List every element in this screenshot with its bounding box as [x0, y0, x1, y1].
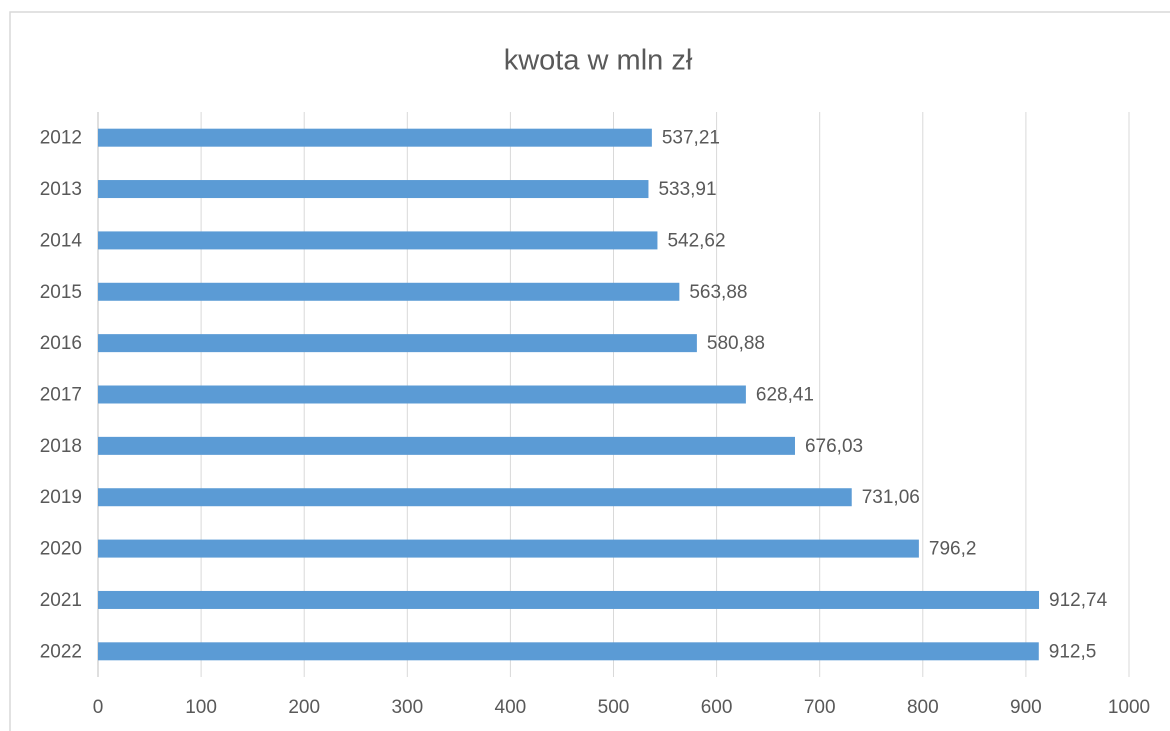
y-tick-label: 2022: [40, 641, 82, 662]
data-label: 676,03: [805, 436, 863, 457]
bar: [98, 642, 1039, 661]
x-tick-label: 300: [391, 697, 423, 718]
data-label: 912,5: [1049, 641, 1097, 662]
x-tick-label: 400: [495, 697, 527, 718]
y-tick-label: 2014: [40, 230, 83, 251]
y-tick-label: 2012: [40, 128, 82, 149]
bar: [98, 231, 658, 250]
y-tick-label: 2018: [40, 436, 82, 457]
x-tick-label: 700: [804, 697, 836, 718]
x-tick-label: 1000: [1108, 697, 1150, 718]
y-tick-label: 2019: [40, 487, 82, 508]
bar: [98, 539, 919, 558]
data-label: 731,06: [862, 487, 920, 508]
y-tick-label: 2015: [40, 282, 82, 303]
bar: [98, 488, 852, 507]
chart-frame: [9, 11, 1170, 731]
data-label: 533,91: [658, 179, 716, 200]
x-tick-label: 900: [1010, 697, 1042, 718]
bar: [98, 436, 795, 455]
data-label: 912,74: [1049, 590, 1108, 611]
data-label: 542,62: [667, 230, 725, 251]
y-tick-label: 2020: [40, 539, 82, 560]
y-tick-label: 2013: [40, 179, 82, 200]
bar: [98, 334, 697, 353]
x-tick-label: 800: [907, 697, 939, 718]
x-tick-label: 600: [701, 697, 733, 718]
x-tick-label: 500: [598, 697, 630, 718]
data-label: 580,88: [707, 333, 765, 354]
bar: [98, 590, 1040, 609]
data-label: 796,2: [929, 539, 977, 560]
x-tick-label: 0: [93, 697, 104, 718]
data-label: 537,21: [662, 128, 720, 149]
data-label: 628,41: [756, 385, 814, 406]
y-tick-label: 2016: [40, 333, 82, 354]
bar: [98, 128, 652, 147]
y-tick-label: 2021: [40, 590, 82, 611]
bar: [98, 180, 649, 199]
bar: [98, 282, 680, 301]
bar: [98, 385, 746, 404]
data-label: 563,88: [689, 282, 747, 303]
x-tick-label: 100: [185, 697, 217, 718]
y-tick-label: 2017: [40, 385, 82, 406]
chart-title: kwota w mln zł: [504, 45, 693, 77]
x-tick-label: 200: [288, 697, 320, 718]
